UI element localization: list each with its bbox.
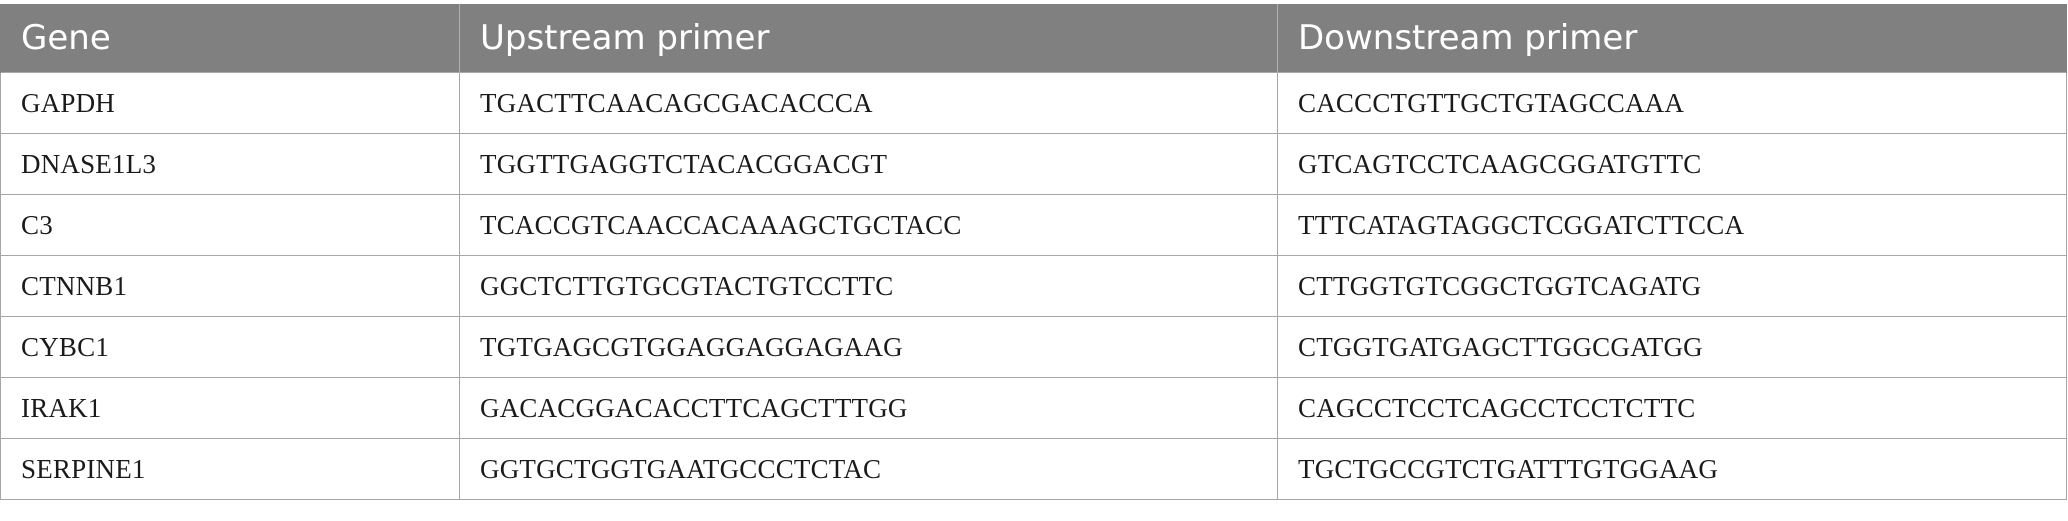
- upstream-primer-cell: TCACCGTCAACCACAAAGCTGCTACC: [459, 194, 1278, 256]
- table-row: GAPDH TGACTTCAACAGCGACACCCA CACCCTGTTGCT…: [0, 72, 2067, 134]
- upstream-primer-cell: TGGTTGAGGTCTACACGGACGT: [459, 133, 1278, 195]
- gene-cell: C3: [0, 194, 460, 256]
- gene-cell: CYBC1: [0, 316, 460, 378]
- upstream-primer-cell: TGTGAGCGTGGAGGAGGAGAAG: [459, 316, 1278, 378]
- primer-table: Gene Upstream primer Downstream primer G…: [0, 4, 2067, 500]
- gene-cell: SERPINE1: [0, 438, 460, 500]
- header-downstream-primer: Downstream primer: [1277, 4, 2067, 73]
- upstream-primer-cell: GACACGGACACCTTCAGCTTTGG: [459, 377, 1278, 439]
- gene-cell: IRAK1: [0, 377, 460, 439]
- header-row: Gene Upstream primer Downstream primer: [0, 4, 2067, 73]
- gene-cell: GAPDH: [0, 72, 460, 134]
- table-row: IRAK1 GACACGGACACCTTCAGCTTTGG CAGCCTCCTC…: [0, 377, 2067, 439]
- gene-cell: DNASE1L3: [0, 133, 460, 195]
- upstream-primer-cell: TGACTTCAACAGCGACACCCA: [459, 72, 1278, 134]
- downstream-primer-cell: CACCCTGTTGCTGTAGCCAAA: [1277, 72, 2067, 134]
- table-header: Gene Upstream primer Downstream primer: [0, 4, 2067, 73]
- gene-cell: CTNNB1: [0, 255, 460, 317]
- downstream-primer-cell: CTTGGTGTCGGCTGGTCAGATG: [1277, 255, 2067, 317]
- downstream-primer-cell: TTTCATAGTAGGCTCGGATCTTCCA: [1277, 194, 2067, 256]
- downstream-primer-cell: TGCTGCCGTCTGATTTGTGGAAG: [1277, 438, 2067, 500]
- header-gene: Gene: [0, 4, 460, 73]
- table-row: C3 TCACCGTCAACCACAAAGCTGCTACC TTTCATAGTA…: [0, 194, 2067, 256]
- table-body: GAPDH TGACTTCAACAGCGACACCCA CACCCTGTTGCT…: [0, 72, 2067, 500]
- downstream-primer-cell: GTCAGTCCTCAAGCGGATGTTC: [1277, 133, 2067, 195]
- downstream-primer-cell: CAGCCTCCTCAGCCTCCTCTTC: [1277, 377, 2067, 439]
- table-row: SERPINE1 GGTGCTGGTGAATGCCCTCTAC TGCTGCCG…: [0, 438, 2067, 500]
- downstream-primer-cell: CTGGTGATGAGCTTGGCGATGG: [1277, 316, 2067, 378]
- table-row: CTNNB1 GGCTCTTGTGCGTACTGTCCTTC CTTGGTGTC…: [0, 255, 2067, 317]
- table-row: CYBC1 TGTGAGCGTGGAGGAGGAGAAG CTGGTGATGAG…: [0, 316, 2067, 378]
- upstream-primer-cell: GGTGCTGGTGAATGCCCTCTAC: [459, 438, 1278, 500]
- table-row: DNASE1L3 TGGTTGAGGTCTACACGGACGT GTCAGTCC…: [0, 133, 2067, 195]
- header-upstream-primer: Upstream primer: [459, 4, 1278, 73]
- primer-table-container: Gene Upstream primer Downstream primer G…: [0, 4, 2067, 500]
- upstream-primer-cell: GGCTCTTGTGCGTACTGTCCTTC: [459, 255, 1278, 317]
